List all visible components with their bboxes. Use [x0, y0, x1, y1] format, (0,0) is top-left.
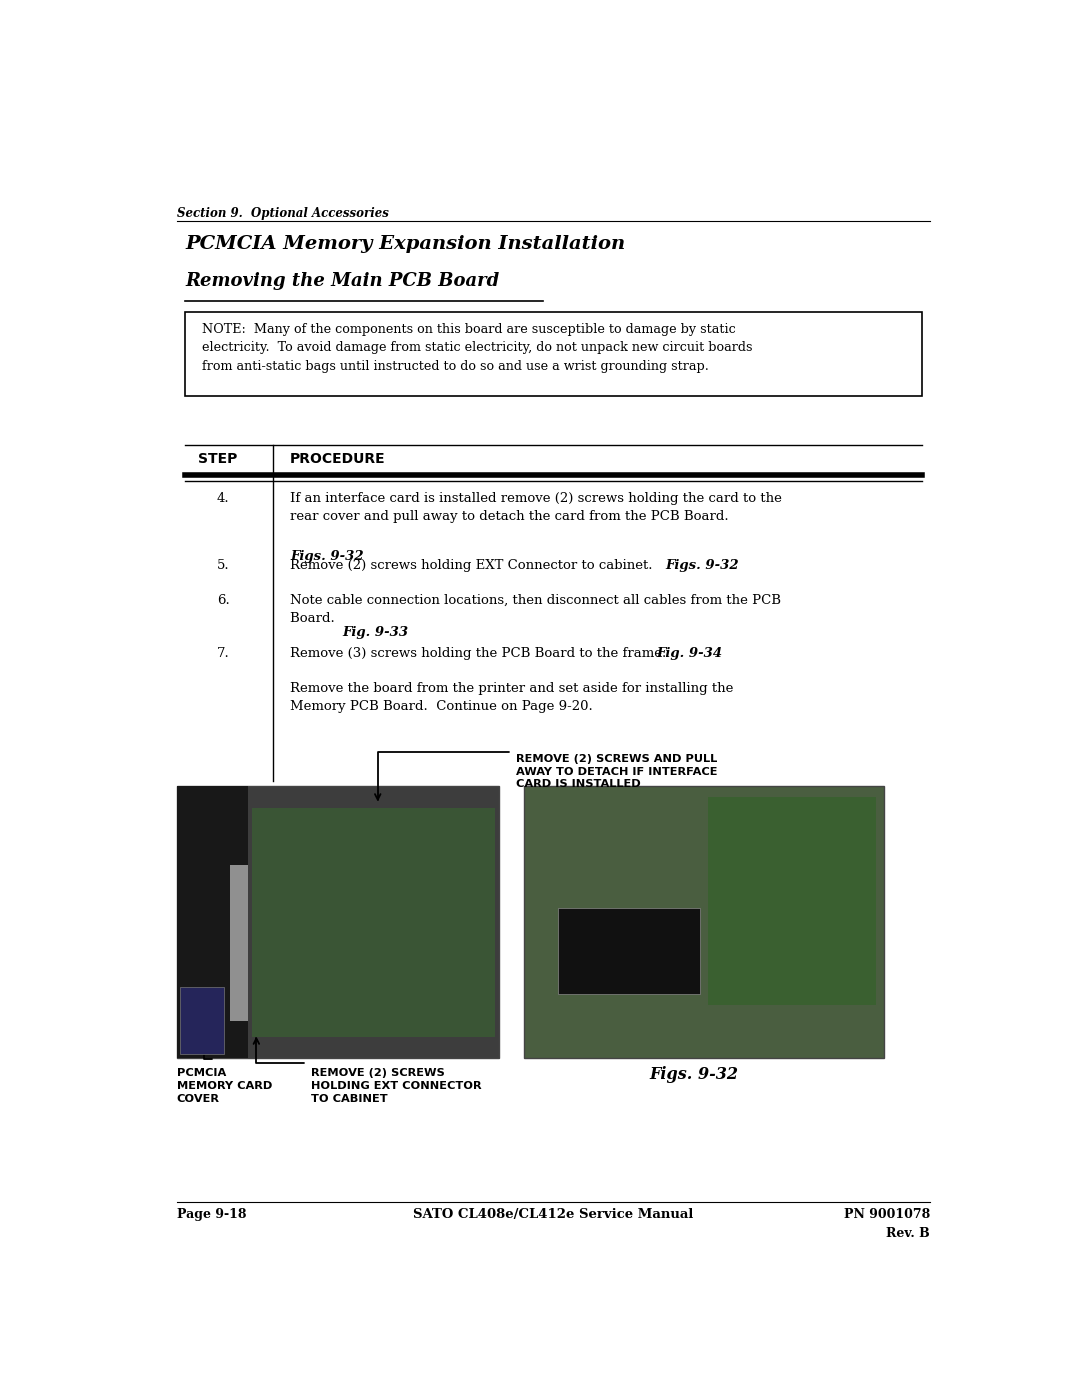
Text: Remove the board from the printer and set aside for installing the
Memory PCB Bo: Remove the board from the printer and se…	[289, 682, 733, 712]
Text: PN 9001078: PN 9001078	[843, 1208, 930, 1221]
Text: 5.: 5.	[217, 559, 230, 573]
FancyBboxPatch shape	[177, 787, 248, 1059]
Text: REMOVE (2) SCREWS AND PULL
AWAY TO DETACH IF INTERFACE
CARD IS INSTALLED: REMOVE (2) SCREWS AND PULL AWAY TO DETAC…	[516, 754, 717, 789]
Text: Figs. 9-32: Figs. 9-32	[289, 549, 364, 563]
Text: Rev. B: Rev. B	[887, 1227, 930, 1241]
Text: Page 9-18: Page 9-18	[177, 1208, 246, 1221]
FancyBboxPatch shape	[230, 865, 248, 1021]
Text: Remove (2) screws holding EXT Connector to cabinet.: Remove (2) screws holding EXT Connector …	[289, 559, 661, 573]
FancyBboxPatch shape	[186, 312, 922, 395]
FancyBboxPatch shape	[177, 787, 499, 1059]
FancyBboxPatch shape	[708, 796, 876, 1004]
Text: 4.: 4.	[217, 493, 230, 506]
Text: STEP: STEP	[198, 451, 238, 465]
Text: Fig. 9-34: Fig. 9-34	[657, 647, 723, 661]
FancyBboxPatch shape	[557, 908, 700, 993]
Text: SATO CL408e/CL412e Service Manual: SATO CL408e/CL412e Service Manual	[414, 1208, 693, 1221]
FancyBboxPatch shape	[524, 787, 885, 1059]
Text: Figs. 9-32: Figs. 9-32	[665, 559, 739, 573]
Text: 7.: 7.	[217, 647, 230, 661]
Text: REMOVE (2) SCREWS
HOLDING EXT CONNECTOR
TO CABINET: REMOVE (2) SCREWS HOLDING EXT CONNECTOR …	[311, 1067, 482, 1104]
Text: PCMCIA Memory Expansion Installation: PCMCIA Memory Expansion Installation	[186, 236, 625, 253]
FancyBboxPatch shape	[253, 807, 495, 1037]
Text: Note cable connection locations, then disconnect all cables from the PCB
Board.: Note cable connection locations, then di…	[289, 594, 781, 624]
Text: Figs. 9-32: Figs. 9-32	[650, 1066, 739, 1083]
Text: If an interface card is installed remove (2) screws holding the card to the
rear: If an interface card is installed remove…	[289, 493, 782, 524]
Text: PCMCIA
MEMORY CARD
COVER: PCMCIA MEMORY CARD COVER	[177, 1067, 272, 1104]
Text: Fig. 9-33: Fig. 9-33	[342, 626, 408, 638]
Text: Section 9.  Optional Accessories: Section 9. Optional Accessories	[177, 207, 389, 221]
Text: PROCEDURE: PROCEDURE	[289, 451, 386, 465]
Text: NOTE:  Many of the components on this board are susceptible to damage by static
: NOTE: Many of the components on this boa…	[202, 323, 753, 373]
FancyBboxPatch shape	[180, 988, 224, 1053]
Text: 6.: 6.	[217, 594, 230, 606]
Text: Remove (3) screws holding the PCB Board to the frame.: Remove (3) screws holding the PCB Board …	[289, 647, 675, 661]
Text: Removing the Main PCB Board: Removing the Main PCB Board	[186, 272, 499, 291]
